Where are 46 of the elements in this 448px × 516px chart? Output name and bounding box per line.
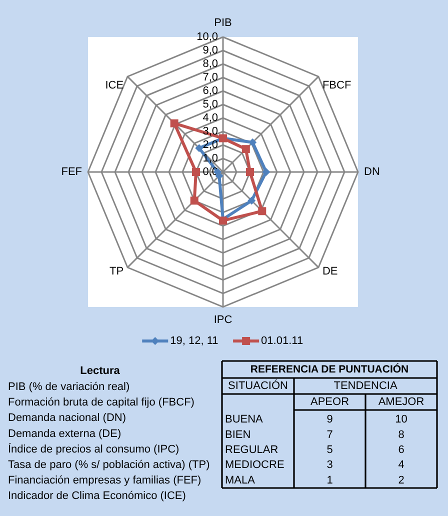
y-tick-label: BUENA <box>225 414 264 426</box>
spoke-label: ICE <box>105 80 124 92</box>
x-tick-label: AMEJOR <box>378 396 424 408</box>
data-label: 7 <box>326 428 333 441</box>
legend-label: 19, 12, 11 <box>170 335 218 347</box>
spoke-label: PIB <box>214 17 232 29</box>
text: Formación bruta de capital fijo (FBCF) <box>8 396 194 409</box>
spoke-label: FEF <box>61 166 82 178</box>
legend-label: 01.01.11 <box>261 335 304 347</box>
spoke-label: DN <box>364 166 380 178</box>
text: Indicador de Clima Económico (ICE) <box>8 490 186 502</box>
y-tick-label: 7,0 <box>202 72 218 84</box>
spoke-label: DE <box>322 265 338 278</box>
y-tick-label: BIEN <box>225 428 251 441</box>
data-label: 3 <box>326 459 333 472</box>
data-label: 8 <box>398 428 404 441</box>
x-tick-label: APEOR <box>310 396 350 408</box>
y-tick-label: 9,0 <box>202 44 218 56</box>
y-tick-label: MALA <box>225 474 256 486</box>
data-label: 2 <box>398 474 404 486</box>
y-tick-label: 6,0 <box>202 85 218 97</box>
text: Demanda nacional (DN) <box>8 412 126 424</box>
spoke-label: IPC <box>214 314 232 326</box>
data-label: 6 <box>398 444 404 456</box>
spoke-label: FBCF <box>322 80 352 92</box>
data-label: 9 <box>326 414 333 426</box>
data-label: 5 <box>326 444 333 456</box>
text: Financiación empresas y familias (FEF) <box>8 474 202 487</box>
data-label: 4 <box>398 459 404 472</box>
spoke-label: TP <box>109 265 124 278</box>
text: Índice de precios al consumo (IPC) <box>8 442 180 456</box>
data-label: 1 <box>326 474 333 486</box>
text: Tasa de paro (% s/ población activa) (TP) <box>8 459 210 471</box>
chart-title: REFERENCIA DE PUNTUACIÓN <box>250 362 409 376</box>
y-tick-label: 10,0 <box>196 31 218 43</box>
y-tick-label: 4,0 <box>202 112 218 124</box>
x-axis-title: TENDENCIA <box>334 380 398 392</box>
y-tick-label: 8,0 <box>202 58 218 70</box>
y-tick-label: REGULAR <box>225 444 278 456</box>
y-tick-label: 5,0 <box>202 98 218 110</box>
y-tick-label: MEDIOCRE <box>225 459 284 472</box>
text: Demanda externa (DE) <box>8 428 122 440</box>
data-label: 10 <box>395 414 408 426</box>
y-axis-title: SITUACIÓN <box>228 379 288 392</box>
text: Lectura <box>80 365 121 377</box>
text: PIB (% de variación real) <box>8 381 130 393</box>
